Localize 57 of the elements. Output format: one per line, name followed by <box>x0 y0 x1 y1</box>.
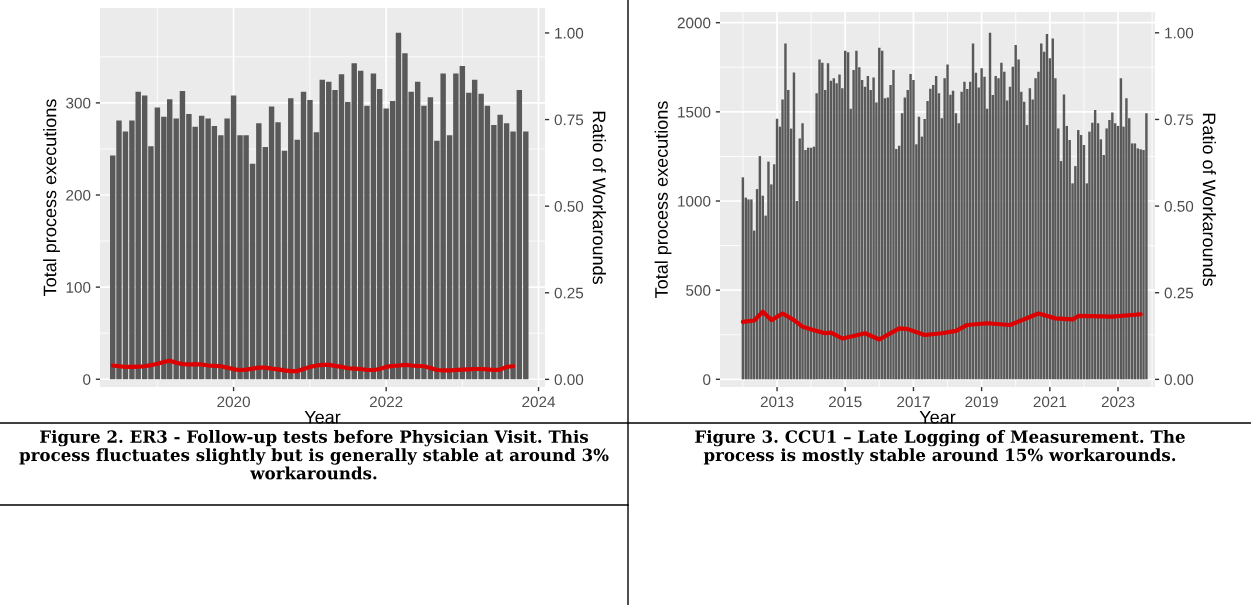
bar <box>892 69 895 380</box>
bar <box>1125 98 1128 380</box>
bar <box>784 43 787 380</box>
y2-tick-label: 0.75 <box>554 114 584 126</box>
y-tick-label: 1000 <box>678 195 711 207</box>
y2-tick-label: 0.25 <box>554 287 584 299</box>
bar <box>838 74 841 380</box>
y2-axis-title: Ratio of Workarounds <box>1202 113 1216 286</box>
bar <box>750 199 753 380</box>
line-series <box>110 358 516 374</box>
bar <box>1000 62 1003 380</box>
y2-tick-label: 0.50 <box>554 201 584 212</box>
bar <box>963 81 966 380</box>
bar <box>767 161 770 380</box>
x-tick-label: 2013 <box>760 396 794 408</box>
bar <box>980 68 983 380</box>
y2-tick-label: 0.00 <box>554 374 584 386</box>
bar <box>801 123 804 380</box>
line-series <box>740 309 1143 342</box>
y-tick-label: 300 <box>66 97 91 109</box>
x-tick-label: 2024 <box>522 396 556 408</box>
y-axis-title: Total process executions <box>43 99 60 296</box>
bar <box>909 74 912 380</box>
x-tick-label: 2020 <box>217 396 250 408</box>
x-tick-label: 2019 <box>965 396 998 408</box>
y-tick-label: 0 <box>703 374 711 386</box>
y-tick-label: 500 <box>686 285 711 296</box>
bar <box>855 50 858 380</box>
bar <box>821 62 824 380</box>
bar <box>1111 112 1114 380</box>
y-tick-label: 100 <box>66 282 91 293</box>
bar <box>1014 44 1017 380</box>
x-axis-title: Year <box>304 410 341 424</box>
x-tick-label: 2022 <box>369 396 403 408</box>
y2-tick-label: 0.75 <box>1164 114 1194 126</box>
bar <box>872 77 875 380</box>
y-tick-label: 2000 <box>677 17 711 29</box>
y2-tick-label: 1.00 <box>1165 27 1194 39</box>
y-tick-label: 0 <box>83 374 91 385</box>
y-tick-label: 1500 <box>678 106 711 118</box>
y-axis-title: Total process executions <box>654 101 672 298</box>
y2-tick-label: 1.00 <box>555 27 584 39</box>
x-tick-label: 2021 <box>1033 396 1067 408</box>
bar <box>1145 113 1148 380</box>
caption: Figure 2. ER3 - Follow-up tests before Physician Visit. This process fluctuates slightly but is generally stable at around 3% workarounds. <box>19 430 609 480</box>
bar <box>946 64 949 380</box>
y2-tick-label: 0.25 <box>1164 287 1194 299</box>
y2-tick-label: 0.00 <box>1164 374 1194 386</box>
x-tick-label: 2017 <box>897 396 930 408</box>
y-tick-label: 200 <box>66 189 91 201</box>
x-axis-title: Year <box>919 410 956 424</box>
y2-tick-label: 0.50 <box>1164 200 1194 212</box>
y2-axis-title: Ratio of Workarounds <box>592 111 606 284</box>
bar <box>818 59 821 380</box>
caption: Figure 3. CCU1 – Late Logging of Measurement. The process is mostly stable around 15% workarounds. <box>695 430 1185 465</box>
x-tick-label: 2023 <box>1101 396 1135 408</box>
x-tick-label: 2015 <box>828 396 862 408</box>
